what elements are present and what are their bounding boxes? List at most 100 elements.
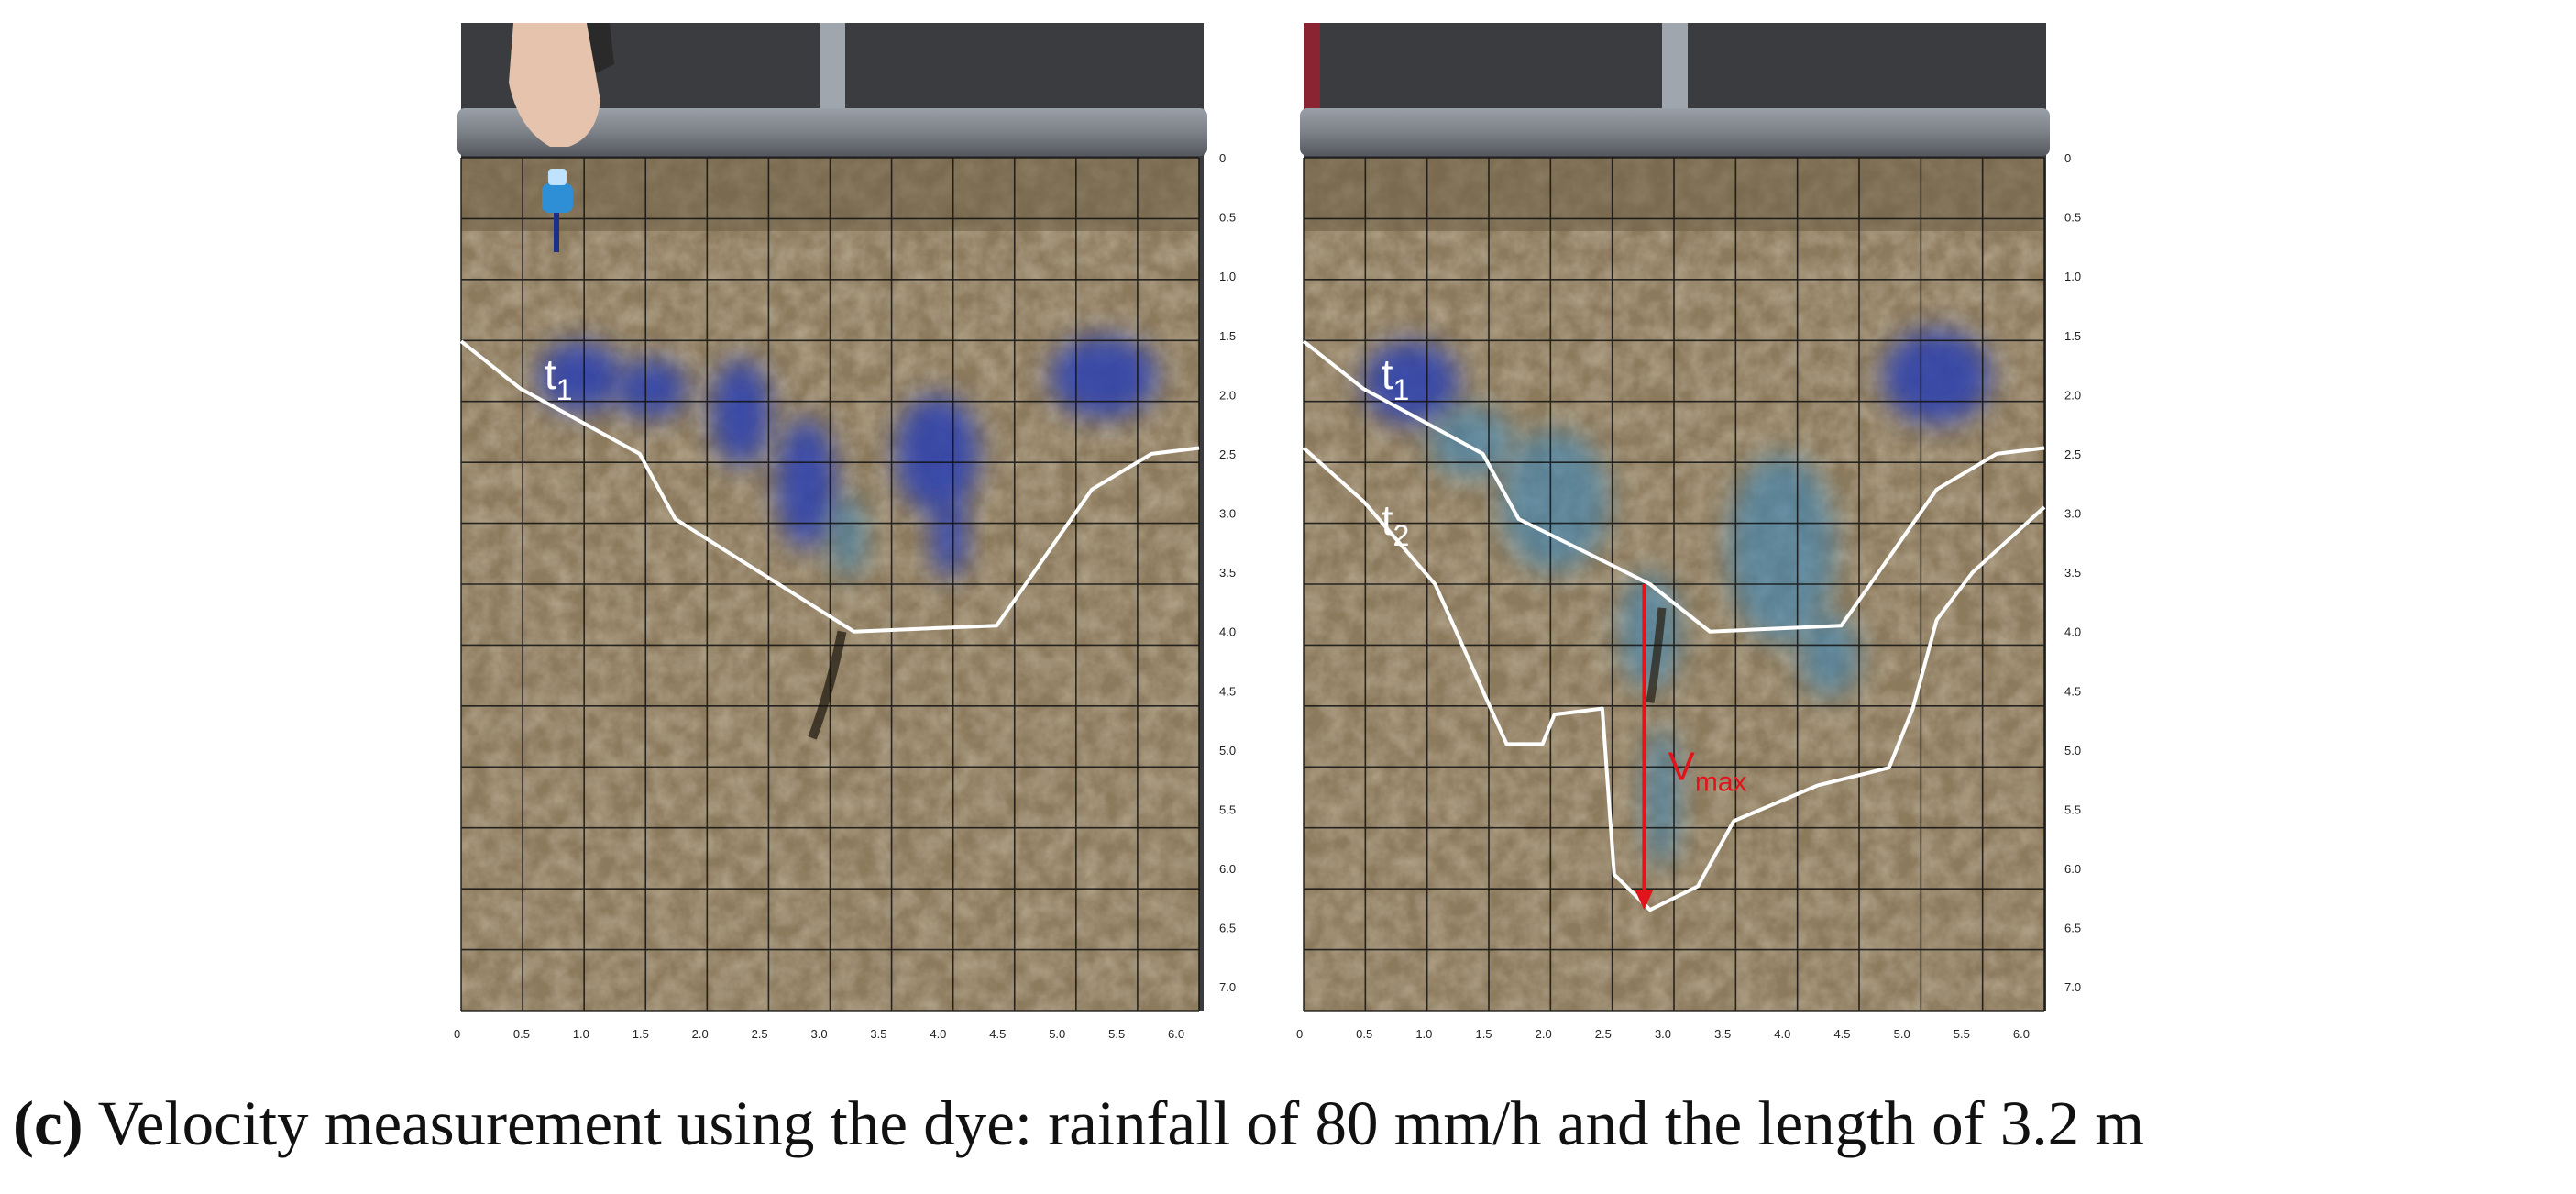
hand bbox=[509, 23, 600, 147]
sleeve bbox=[587, 23, 614, 73]
x-tick-label: 2.5 bbox=[1595, 1027, 1612, 1041]
label-subscript: 1 bbox=[1393, 373, 1409, 406]
label-main: t bbox=[1382, 350, 1393, 398]
y-tick-label: 3.5 bbox=[1219, 566, 1236, 580]
x-tick-label: 4.0 bbox=[930, 1027, 946, 1041]
x-tick-label: 0.5 bbox=[1356, 1027, 1372, 1041]
y-tick-label: 0 bbox=[2064, 151, 2071, 165]
y-tick-label: 2.5 bbox=[1219, 448, 1236, 461]
x-tick-label: 2.0 bbox=[692, 1027, 709, 1041]
y-tick-label: 6.0 bbox=[2064, 862, 2081, 876]
y-tick-label: 3.5 bbox=[2064, 566, 2081, 580]
y-tick-label: 2.5 bbox=[2064, 448, 2081, 461]
erosion-rill bbox=[1646, 607, 1667, 703]
y-tick-label: 7.0 bbox=[1219, 980, 1236, 994]
x-tick-label: 1.0 bbox=[1415, 1027, 1432, 1041]
y-tick-label: 5.5 bbox=[2064, 802, 2081, 816]
y-tick-label: 3.0 bbox=[1219, 507, 1236, 521]
dye-patch bbox=[776, 418, 836, 549]
pipe bbox=[457, 108, 1207, 156]
y-tick-label: 1.0 bbox=[2064, 270, 2081, 283]
y-tick-label: 2.0 bbox=[1219, 388, 1236, 402]
dye-patch bbox=[1799, 614, 1859, 697]
y-tick-label: 6.0 bbox=[1219, 862, 1236, 876]
y-tick-label: 4.5 bbox=[2064, 684, 2081, 698]
y-tick-label: 1.5 bbox=[2064, 329, 2081, 343]
y-tick-label: 5.0 bbox=[1219, 744, 1236, 757]
x-tick-label: 6.0 bbox=[1168, 1027, 1184, 1041]
x-tick-label: 0 bbox=[1296, 1027, 1303, 1041]
x-tick-label: 3.0 bbox=[1655, 1027, 1671, 1041]
x-tick-label: 4.5 bbox=[989, 1027, 1006, 1041]
front-time-label: t1 bbox=[545, 350, 573, 406]
x-tick-label: 6.0 bbox=[2013, 1027, 2030, 1041]
x-tick-label: 2.0 bbox=[1536, 1027, 1552, 1041]
dye-front-line bbox=[459, 339, 1200, 634]
vmax-label: Vmax bbox=[1668, 744, 1746, 797]
front-time-label: t2 bbox=[1382, 496, 1410, 552]
y-tick-label: 4.0 bbox=[2064, 625, 2081, 639]
x-tick-label: 3.5 bbox=[870, 1027, 886, 1041]
erosion-rill bbox=[808, 630, 847, 740]
dye-patch bbox=[615, 359, 688, 419]
x-tick-label: 3.5 bbox=[1714, 1027, 1731, 1041]
label-subscript: 1 bbox=[556, 373, 573, 406]
x-tick-label: 5.0 bbox=[1049, 1027, 1065, 1041]
pipe-bracket bbox=[1662, 23, 1688, 110]
x-tick-label: 5.0 bbox=[1894, 1027, 1910, 1041]
x-tick-label: 5.5 bbox=[1954, 1027, 1970, 1041]
y-tick-label: 7.0 bbox=[2064, 980, 2081, 994]
dye-patch bbox=[1363, 341, 1459, 425]
x-tick-label: 1.5 bbox=[633, 1027, 649, 1041]
label-subscript: 2 bbox=[1393, 519, 1409, 552]
y-tick-label: 1.0 bbox=[1219, 270, 1236, 283]
y-tick-label: 5.5 bbox=[1219, 802, 1236, 816]
caption-panel-letter: (c) bbox=[13, 1089, 83, 1158]
y-tick-label: 1.5 bbox=[1219, 329, 1236, 343]
y-tick-label: 5.0 bbox=[2064, 744, 2081, 757]
y-tick-label: 0.5 bbox=[2064, 211, 2081, 225]
dye-patch bbox=[1727, 453, 1835, 644]
dye-front-line bbox=[1302, 339, 2045, 634]
pipe-bracket bbox=[820, 23, 845, 110]
x-tick-label: 4.5 bbox=[1833, 1027, 1850, 1041]
dye-patch bbox=[1644, 726, 1680, 868]
y-tick-label: 0 bbox=[1219, 151, 1226, 165]
dye-patch bbox=[895, 394, 979, 514]
dye-patch bbox=[1050, 335, 1158, 419]
x-tick-label: 1.0 bbox=[573, 1027, 589, 1041]
y-tick-label: 4.5 bbox=[1219, 684, 1236, 698]
dye-patch bbox=[1620, 572, 1680, 691]
pipe bbox=[1300, 108, 2050, 156]
x-tick-label: 4.0 bbox=[1774, 1027, 1790, 1041]
dye-patch bbox=[1501, 430, 1609, 573]
photo-panel-left: t1 0 0.5 1.0 1.5 2.0 2.5 3.0 3.5 4.0 4.5 5.0 5.5 6.0 6… bbox=[454, 23, 1236, 1041]
dye-front-line bbox=[1302, 447, 2046, 912]
flume-red-edge bbox=[1304, 23, 1320, 124]
x-tick-label: 3.0 bbox=[811, 1027, 828, 1041]
label-main: t bbox=[1382, 496, 1393, 544]
dye-bottle-cap bbox=[548, 169, 567, 185]
label-main: V bbox=[1668, 744, 1695, 789]
dye-patch bbox=[710, 359, 771, 466]
dye-patch bbox=[1428, 406, 1514, 478]
vmax-arrow-head bbox=[1635, 890, 1654, 911]
y-tick-label: 4.0 bbox=[1219, 625, 1236, 639]
label-main: t bbox=[545, 350, 556, 398]
grid bbox=[460, 157, 1200, 1012]
y-tick-label: 0.5 bbox=[1219, 211, 1236, 225]
y-tick-label: 2.0 bbox=[2064, 388, 2081, 402]
dye-patch bbox=[1883, 329, 1991, 425]
dye-patch bbox=[930, 495, 967, 579]
label-subscript: max bbox=[1695, 767, 1747, 797]
x-tick-label: 5.5 bbox=[1108, 1027, 1125, 1041]
y-tick-label: 6.5 bbox=[1219, 922, 1236, 935]
figure-caption: (c) Velocity measurement using the dye: … bbox=[13, 1088, 2144, 1160]
x-tick-label: 2.5 bbox=[752, 1027, 768, 1041]
front-time-label: t1 bbox=[1382, 350, 1410, 406]
dye-patch bbox=[830, 495, 866, 579]
x-tick-label: 1.5 bbox=[1475, 1027, 1492, 1041]
y-tick-label: 3.0 bbox=[2064, 507, 2081, 521]
dye-bottle bbox=[542, 183, 573, 213]
caption-text: Velocity measurement using the dye: rain… bbox=[83, 1089, 2144, 1158]
